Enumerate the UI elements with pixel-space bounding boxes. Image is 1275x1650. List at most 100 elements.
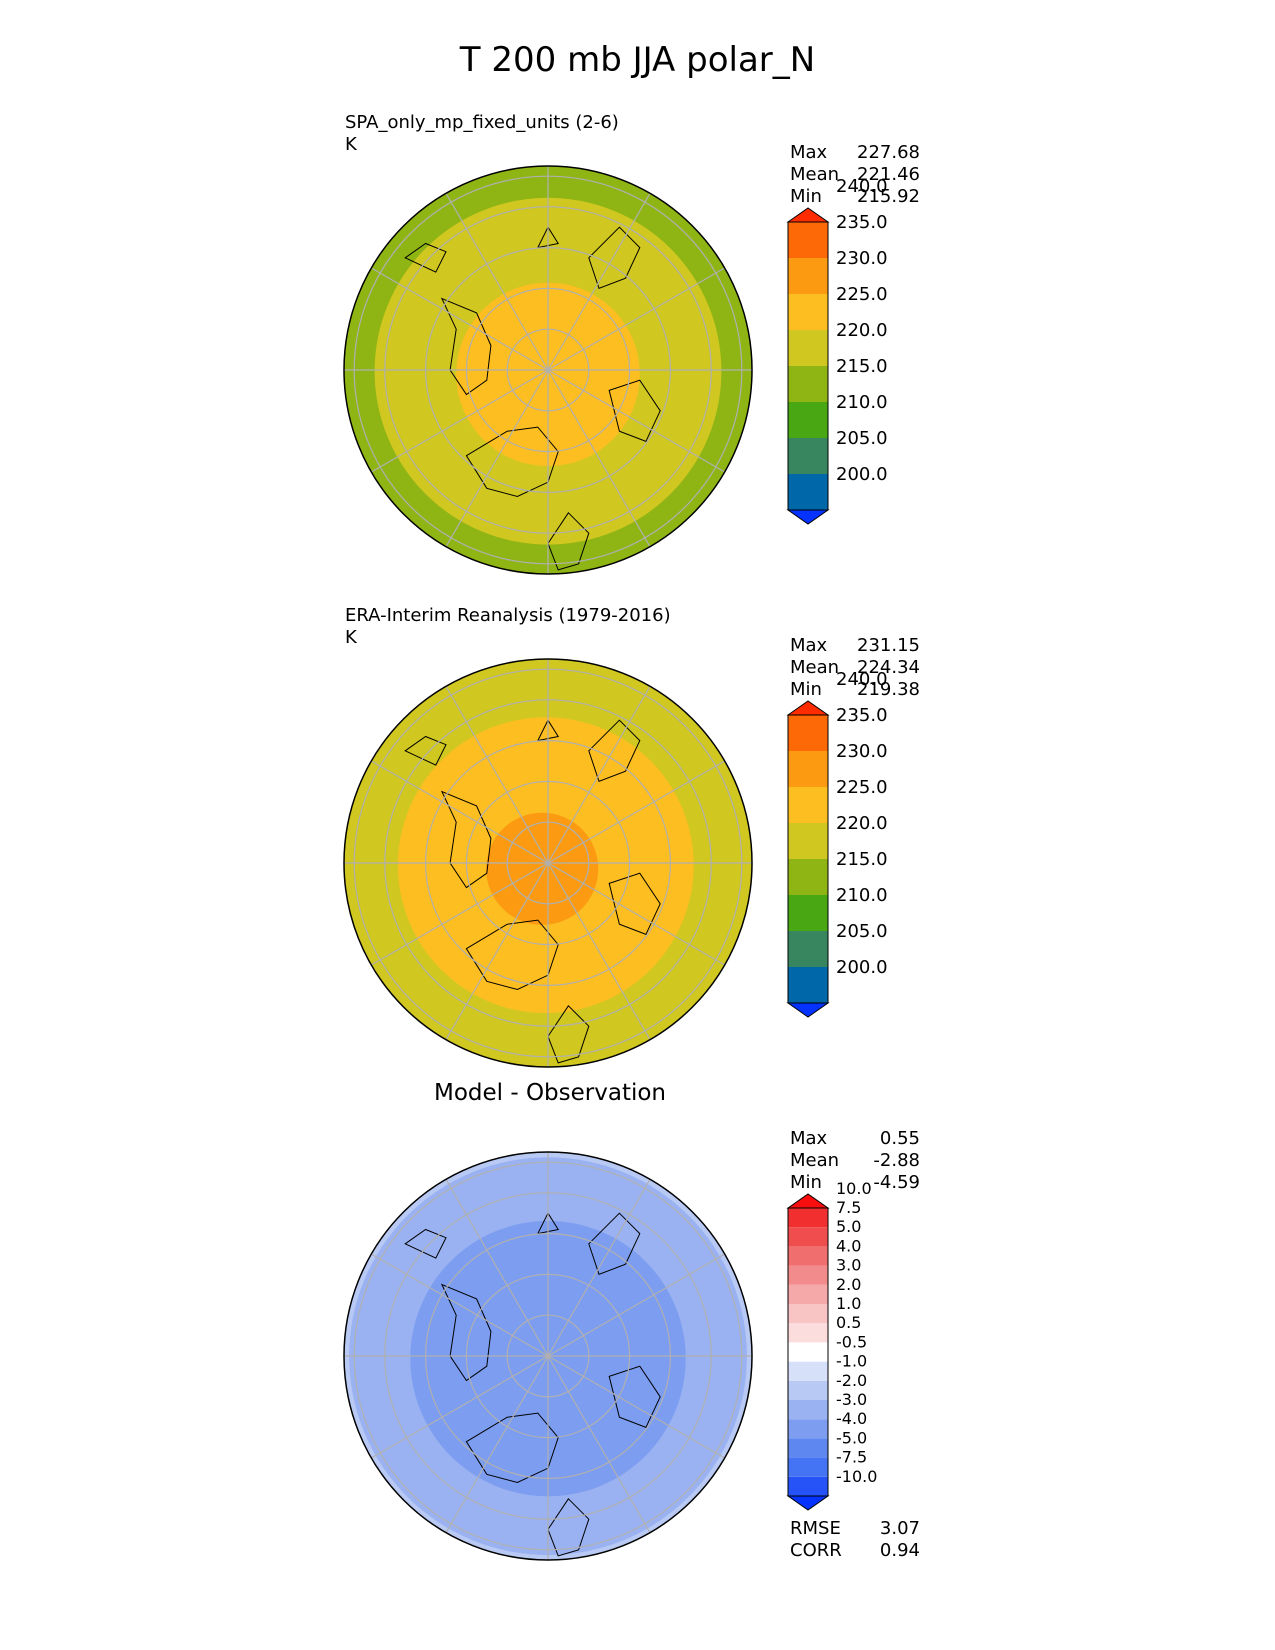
stat-min-label: Min (790, 1172, 822, 1193)
colorbar-tick-label: 225.0 (836, 777, 888, 798)
longitude-line (547, 267, 725, 371)
colorbar-tick-label: 215.0 (836, 849, 888, 870)
map-boundary (343, 165, 753, 575)
longitude-line (547, 193, 651, 371)
longitude-line (547, 369, 725, 473)
colorbar-tick-label: -0.5 (836, 1332, 867, 1351)
colorbar-segment (788, 1284, 828, 1304)
map-boundary (343, 1151, 753, 1561)
colorbar-tick-label: 1.0 (836, 1294, 861, 1313)
colorbar-tick-label: 225.0 (836, 284, 888, 305)
longitude-line (547, 1355, 725, 1459)
figure-title: T 200 mb JJA polar_N (459, 40, 816, 80)
colorbar-segment (788, 715, 828, 751)
colorbar-segment (788, 787, 828, 823)
longitude-line (371, 369, 549, 473)
stats-box: Max 0.55 Mean -2.88 Min -4.59 (790, 1128, 920, 1194)
panel-model: SPA_only_mp_fixed_units (2-6) K Max 227.6… (0, 112, 1275, 602)
stat-mean-label: Mean (790, 164, 840, 185)
corr-label: CORR (790, 1540, 842, 1561)
longitude-line (371, 862, 549, 966)
coastline (608, 1365, 661, 1429)
map-boundary (343, 658, 753, 1068)
longitude-line (445, 1355, 549, 1533)
panel-title: Model - Observation (433, 1080, 667, 1106)
colorbar-segment (788, 823, 828, 859)
polar-map-model: 200.0 205.0 210.0 215.0 220.0 225.0 230.0 235.0… (343, 165, 888, 575)
panel-title: ERA-Interim Reanalysis (1979-2016) (345, 605, 671, 626)
colorbar-segment (788, 1208, 828, 1228)
colorbar-tick-label: 220.0 (836, 813, 888, 834)
longitude-line (371, 1355, 549, 1459)
colorbar-tick-label: 235.0 (836, 212, 888, 233)
colorbar-segment (788, 438, 828, 474)
coastline (608, 872, 661, 936)
colorbar-segment (788, 222, 828, 258)
colorbar-segment (788, 967, 828, 1003)
colorbar-tick-label: 230.0 (836, 741, 888, 762)
colorbar-segment (788, 474, 828, 510)
rmse-value: 3.07 (879, 1518, 920, 1539)
stat-min-label: Min (790, 186, 822, 207)
longitude-line (445, 193, 549, 371)
colorbar-segment (788, 402, 828, 438)
colorbar-segment (788, 1227, 828, 1247)
colorbar-segment (788, 1400, 828, 1420)
longitude-line (371, 760, 549, 864)
stats-box: Max 231.15 Mean 224.34 Min 219.38 (790, 635, 920, 701)
colorbar-tick-label: -5.0 (836, 1428, 867, 1447)
colorbar-segment (788, 1323, 828, 1343)
colorbar-tick-label: 200.0 (836, 464, 888, 485)
longitude-line (445, 369, 549, 547)
colorbar-tick-label: 215.0 (836, 356, 888, 377)
colorbar-segment (788, 1457, 828, 1477)
coastline (465, 426, 559, 498)
longitude-line (547, 760, 725, 864)
polar-map-difference: -10.0-7.5-5.0-4.0-3.0-2.0-1.0-0.50.51.02… (343, 1151, 877, 1561)
colorbar-segment (788, 366, 828, 402)
stat-mean-value: 221.46 (857, 164, 920, 185)
longitude-line (371, 267, 549, 371)
colorbar-tick-label: 200.0 (836, 957, 888, 978)
colorbar-segment (788, 1476, 828, 1496)
coastline (404, 242, 447, 273)
colorbar: 200.0 205.0 210.0 215.0 220.0 225.0 230.0 235.0… (786, 669, 888, 1018)
colorbar-tick-label: 205.0 (836, 921, 888, 942)
colorbar-extend-min (786, 1495, 830, 1511)
coastline (547, 1498, 590, 1557)
longitude-line (547, 862, 725, 966)
colorbar: 200.0 205.0 210.0 215.0 220.0 225.0 230.0 235.0… (786, 176, 888, 525)
coastline (465, 1412, 559, 1484)
colorbar-segment (788, 1438, 828, 1458)
coastline (440, 1283, 492, 1382)
panel-difference: Model - Observation Max 0.55 Mean -2.88 Mi… (0, 1080, 1275, 1588)
stat-max-value: 227.68 (857, 142, 920, 163)
metrics-box: RMSE 3.07 CORR 0.94 (790, 1518, 920, 1562)
colorbar-segment (788, 330, 828, 366)
colorbar-tick-label: 240.0 (836, 176, 888, 197)
rmse-label: RMSE (790, 1518, 841, 1539)
colorbar-frame (787, 714, 829, 1004)
longitude-line (547, 1355, 651, 1533)
colorbar-extend-max (786, 207, 830, 223)
panel-observation: ERA-Interim Reanalysis (1979-2016) K Max… (0, 605, 1275, 1095)
stat-min-value: -4.59 (873, 1172, 920, 1193)
longitude-line (547, 369, 651, 547)
colorbar-extend-min (786, 1002, 830, 1018)
colorbar-tick-label: 220.0 (836, 320, 888, 341)
panel-units: K (345, 627, 357, 648)
colorbar-tick-label: 3.0 (836, 1256, 861, 1275)
colorbar-tick-label: 210.0 (836, 392, 888, 413)
longitude-line (445, 686, 549, 864)
colorbar-segment (788, 294, 828, 330)
coastline (588, 1212, 641, 1276)
stat-mean-label: Mean (790, 1150, 840, 1171)
colorbar-extend-max (786, 700, 830, 716)
stat-max-label: Max (790, 1128, 828, 1149)
stat-min-value: 215.92 (857, 186, 920, 207)
colorbar-segment (788, 1265, 828, 1285)
longitude-line (445, 862, 549, 1040)
coastline (465, 919, 559, 991)
colorbar-segment (788, 258, 828, 294)
corr-value: 0.94 (879, 1540, 920, 1561)
